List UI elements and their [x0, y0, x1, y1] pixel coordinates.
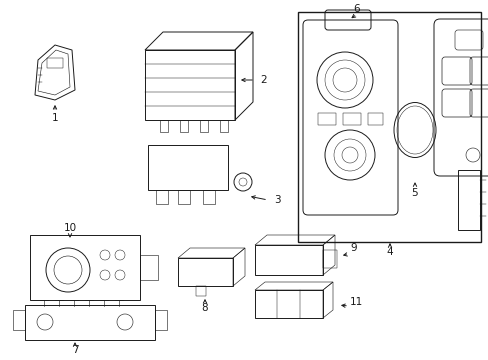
Bar [457, 170, 479, 230]
Text: 7: 7 [72, 345, 78, 355]
Bar [203, 190, 215, 204]
Bar [180, 120, 187, 132]
Bar [254, 245, 323, 275]
Text: 11: 11 [349, 297, 363, 307]
Bar [317, 113, 335, 125]
Text: 5: 5 [411, 188, 417, 198]
Text: 1: 1 [52, 113, 58, 123]
Bar [342, 113, 360, 125]
Bar [47, 58, 63, 68]
Text: 8: 8 [201, 303, 208, 313]
Bar [156, 190, 168, 204]
Bar [160, 120, 168, 132]
Bar [30, 235, 140, 300]
Bar [178, 190, 190, 204]
Bar [220, 120, 227, 132]
Bar [155, 310, 167, 330]
Text: 10: 10 [63, 223, 77, 233]
Text: 9: 9 [349, 243, 356, 253]
Bar [367, 113, 382, 125]
Bar [200, 120, 207, 132]
Bar [13, 310, 25, 330]
Bar [254, 290, 323, 318]
Text: 6: 6 [353, 4, 360, 14]
Text: 4: 4 [386, 247, 392, 257]
Text: 3: 3 [273, 195, 280, 205]
Bar [323, 250, 336, 268]
Bar [196, 286, 205, 296]
Bar [297, 12, 480, 242]
Bar [145, 50, 235, 120]
Bar [178, 258, 232, 286]
Text: 2: 2 [260, 75, 266, 85]
Bar [25, 305, 155, 340]
Bar [140, 255, 158, 280]
Bar [148, 145, 227, 190]
